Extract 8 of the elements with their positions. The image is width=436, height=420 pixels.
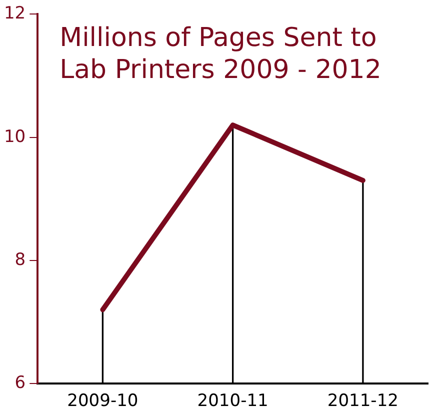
- y-tick-label: 10: [4, 126, 26, 147]
- y-tick-label: 8: [14, 250, 26, 270]
- y-tick-label: 12: [4, 4, 26, 24]
- y-tick-label: 6: [14, 373, 26, 394]
- x-tick-label: 2009-10: [67, 391, 138, 412]
- text: Millions of Pages Sent to Lab Printers 2009 - 2012: [60, 22, 382, 85]
- x-tick-label: 2011-12: [327, 391, 398, 412]
- x-tick-label: 2010-11: [197, 391, 268, 412]
